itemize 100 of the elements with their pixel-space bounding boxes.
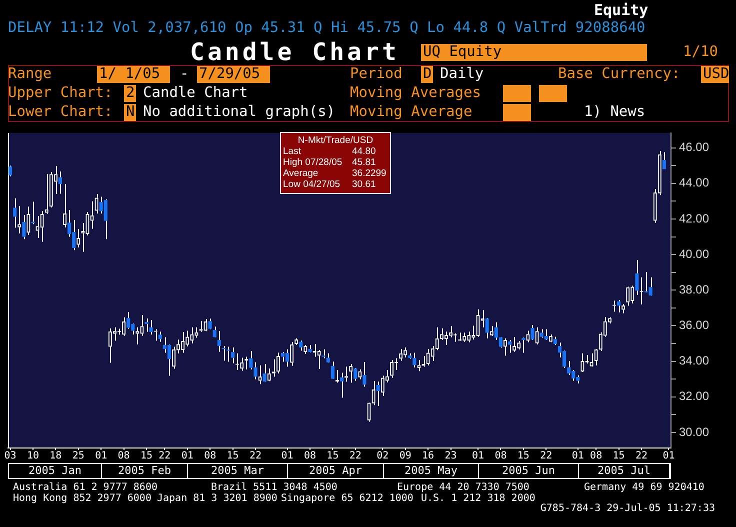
candlestick [217, 330, 221, 352]
candlestick [208, 318, 212, 329]
x-tick-label: 15 [612, 450, 625, 462]
x-tick-label: 01 [181, 450, 194, 462]
candlestick [330, 361, 334, 379]
y-tick-label: 30.00 [679, 424, 710, 439]
candlestick [22, 214, 26, 240]
x-tick-label: 10 [26, 450, 39, 462]
candlestick [212, 326, 216, 338]
input-field: 2 [124, 85, 136, 102]
text: 2005 Feb [118, 464, 171, 477]
text: 2005 Jul [598, 464, 650, 477]
candlestick [544, 328, 548, 340]
annotation: 30.61 [352, 179, 376, 190]
text: - [180, 66, 189, 83]
candlestick [412, 352, 416, 368]
candlestick [522, 338, 526, 354]
candlestick [530, 324, 534, 340]
text: 2005 Jan [28, 464, 82, 477]
input-field: D [421, 66, 433, 83]
x-tick-label: 08 [304, 450, 316, 462]
candlestick [553, 336, 557, 346]
y-tick-label: 34.00 [679, 354, 710, 368]
text: 2005 Apr [309, 464, 362, 477]
x-tick-label: 25 [72, 450, 84, 462]
x-tick-label: 22 [158, 450, 171, 462]
x-tick-label: 16 [422, 450, 434, 462]
y-tick-label: 44.00 [679, 176, 710, 190]
text: Lower Chart: [8, 104, 113, 121]
x-tick-label: 15 [326, 450, 339, 462]
text: Equity [594, 1, 648, 19]
y-tick-label: 38.00 [679, 282, 710, 296]
text: 2005 Jun [502, 464, 555, 477]
candlestick [299, 340, 303, 352]
chart-title: Candle Chart [190, 38, 400, 66]
candlestick [226, 346, 230, 362]
annotation: 45.81 [352, 157, 376, 168]
candlestick [262, 364, 266, 382]
x-tick-label: 01 [662, 450, 675, 462]
text: Base Currency: [558, 66, 680, 83]
x-tick-label: 08 [204, 450, 216, 462]
annotation: 36.2299 [352, 168, 386, 179]
x-tick-label: 08 [494, 450, 507, 462]
y-tick-label: 46.00 [679, 140, 710, 154]
text: No additional graph(s) [143, 104, 336, 121]
x-tick-label: 22 [635, 450, 648, 462]
x-tick-label: 03 [4, 450, 16, 462]
candlestick [149, 320, 153, 335]
annotation: Average [283, 168, 318, 179]
x-tick-label: 18 [50, 450, 62, 462]
y-tick-label: 42.00 [679, 211, 710, 226]
text: Daily [440, 66, 484, 83]
x-tick-label: 22 [349, 450, 362, 462]
x-tick-label: 22 [249, 450, 262, 462]
text: Moving Average [350, 104, 472, 121]
candlestick [362, 362, 366, 388]
text: 2005 Mar [211, 464, 264, 477]
x-tick-label: 08 [590, 450, 602, 462]
candlestick [158, 331, 162, 342]
text: Europe 44 20 7330 7500 [397, 482, 530, 493]
text: Upper Chart: [8, 85, 113, 102]
text: Hong Kong 852 2977 6000 [13, 493, 152, 504]
x-tick-label: 15 [140, 450, 153, 462]
candlestick [13, 198, 17, 228]
input-field: USD [701, 66, 729, 83]
text: Singapore 65 6212 1000 [281, 493, 414, 504]
text: Australia 61 2 9777 8600 [13, 482, 158, 493]
text: Germany 49 69 920410 [584, 482, 704, 493]
text: G785-784-3 29-Jul-05 11:27:33 [539, 503, 715, 514]
x-tick-label: 15 [226, 450, 239, 462]
x-tick-label: 01 [281, 450, 294, 462]
y-tick-label: 40.00 [679, 246, 710, 261]
x-tick-label: 23 [444, 450, 457, 462]
x-tick-label: 08 [118, 450, 130, 462]
annotation: N-Mkt/Trade/USD [296, 135, 374, 146]
candlestick [376, 381, 380, 406]
text: Japan 81 3 3201 8900 [157, 493, 278, 504]
text: 1) News [584, 104, 646, 121]
input-field: 1/ 1/05 [97, 66, 170, 83]
annotation: High 07/28/05 [283, 157, 342, 168]
candlestick [231, 346, 235, 364]
y-tick-label: 36.00 [679, 318, 710, 332]
input-field: UQ Equity [421, 44, 647, 61]
text: Range [8, 66, 52, 83]
text: U.S. 1 212 318 2000 [421, 493, 536, 504]
x-tick-label: 15 [517, 450, 530, 462]
text: 2005 May [404, 464, 458, 477]
x-tick-label: 01 [572, 450, 584, 462]
input-field: 7/29/05 [197, 66, 270, 83]
candlestick [494, 322, 498, 340]
annotation: Low 04/27/05 [283, 179, 340, 190]
text: Period [350, 66, 402, 83]
x-tick-label: 22 [540, 450, 552, 462]
candlestick [567, 360, 571, 376]
candlestick [326, 352, 330, 362]
x-tick-label: 01 [95, 450, 108, 462]
x-tick-label: 09 [399, 450, 412, 462]
candlestick [308, 344, 312, 352]
text: DELAY 11:12 Vol 2,037,610 Op 45.31 Q Hi 45.75 Q Lo 44.8 Q ValTrd 92088640 [8, 20, 646, 37]
x-tick-label: 02 [376, 450, 389, 462]
